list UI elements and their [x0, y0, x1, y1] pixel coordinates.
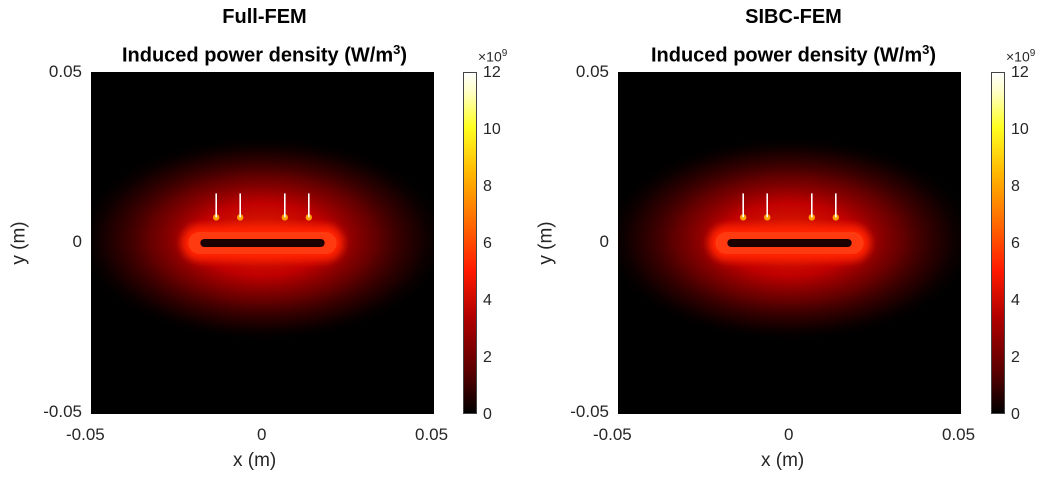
colorbar-tick-label: 10: [483, 121, 501, 138]
colorbar: [991, 72, 1005, 414]
y-tick-label: -0.05: [570, 402, 609, 421]
colorbar-tick-label: 12: [1011, 64, 1029, 81]
ring-core: [200, 239, 325, 247]
colorbar-tick-label: 6: [483, 235, 492, 252]
chart-panel-sibc-fem: SIBC-FEM Induced power density (W/m3) 0.…: [529, 0, 1058, 482]
colorbar-tick-label: 2: [483, 349, 492, 366]
y-axis-label: y (m): [8, 221, 30, 265]
colorbar-tick-label: 8: [483, 178, 492, 195]
x-tick-label: 0: [784, 425, 794, 444]
ring-core: [727, 239, 852, 247]
x-axis-label: x (m): [233, 450, 277, 471]
y-tick-label: 0: [72, 232, 82, 251]
heatmap-plot-area: [618, 72, 961, 414]
colorbar-tick-label: 4: [483, 292, 492, 309]
x-tick-label: 0: [257, 425, 267, 444]
y-tick-label: 0.05: [575, 62, 609, 81]
colorbar-tick-label: 0: [483, 406, 492, 423]
y-tick-label: -0.05: [43, 402, 82, 421]
x-tick-label: 0.05: [415, 425, 449, 444]
colorbar-tick-label: 2: [1011, 349, 1020, 366]
x-axis-label: x (m): [761, 450, 805, 471]
x-tick-label: -0.05: [66, 425, 105, 444]
heatmap-svg: [618, 72, 961, 414]
colorbar-tick-label: 4: [1011, 292, 1020, 309]
x-tick-label: 0.05: [942, 425, 976, 444]
colorbar-tick-label: 6: [1011, 235, 1020, 252]
colorbar-tick-label: 0: [1011, 406, 1020, 423]
y-axis-label: y (m): [535, 221, 557, 265]
colorbar: [463, 72, 477, 414]
x-tick-label: -0.05: [593, 425, 632, 444]
y-tick-label: 0: [599, 232, 609, 251]
chart-title: SIBC-FEM: [745, 6, 842, 28]
chart-subtitle: Induced power density (W/m3): [121, 42, 408, 67]
colorbar-tick-label: 12: [483, 64, 501, 81]
chart-panel-full-fem: Full-FEM Induced power density (W/m3) 0.…: [8, 6, 508, 471]
chart-subtitle: Induced power density (W/m3): [650, 42, 937, 67]
heatmap-svg: [91, 72, 434, 414]
colorbar-exponent: ×109: [1006, 48, 1036, 65]
colorbar-tick-label: 8: [1011, 178, 1020, 195]
colorbar-exponent: ×109: [478, 48, 508, 65]
chart-title: Full-FEM: [222, 6, 307, 28]
heatmap-plot-area: [91, 72, 434, 414]
y-tick-label: 0.05: [48, 62, 82, 81]
colorbar-tick-label: 10: [1011, 121, 1029, 138]
